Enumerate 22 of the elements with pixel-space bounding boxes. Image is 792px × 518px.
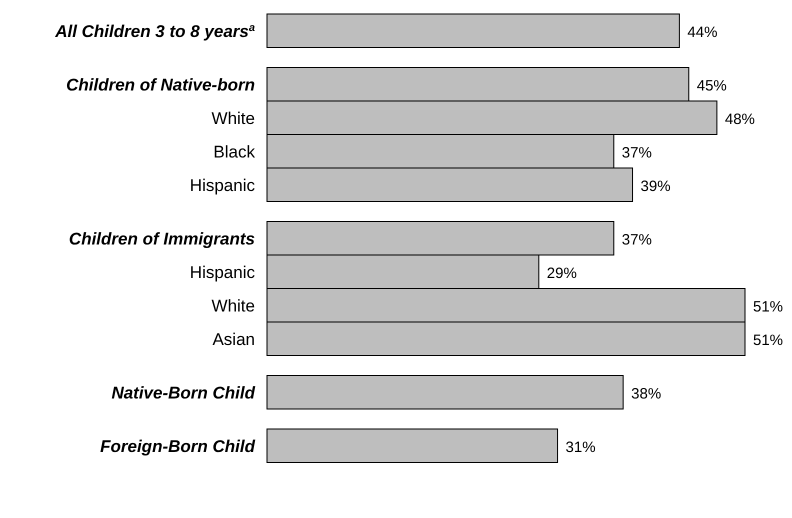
y-tick-label: White (212, 296, 255, 316)
y-tick-label: Asian (212, 330, 255, 349)
data-label: 51% (753, 298, 784, 316)
y-tick-label: Foreign-Born Child (100, 436, 256, 456)
y-tick-label: Black (213, 142, 256, 162)
y-tick-label: All Children 3 to 8 years$^{a}$ (54, 22, 255, 41)
data-label: 38% (631, 385, 662, 402)
y-tick-label: White (212, 108, 255, 128)
y-tick-label: Children of Immigrants (68, 229, 255, 248)
data-label: 37% (622, 144, 652, 162)
y-tick-label: Hispanic (190, 176, 256, 195)
data-label: 44% (687, 24, 718, 41)
y-tick-label: Hispanic (190, 262, 256, 282)
data-label: 37% (622, 231, 652, 248)
data-label: 29% (546, 264, 577, 282)
data-label: 45% (696, 77, 727, 94)
y-tick-label: Children of Native-born (66, 75, 255, 94)
data-label: 48% (724, 110, 755, 128)
data-label: 31% (566, 438, 596, 456)
data-label: 39% (640, 178, 671, 195)
data-label: 51% (753, 332, 784, 349)
y-tick-label: Native-Born Child (111, 383, 256, 402)
